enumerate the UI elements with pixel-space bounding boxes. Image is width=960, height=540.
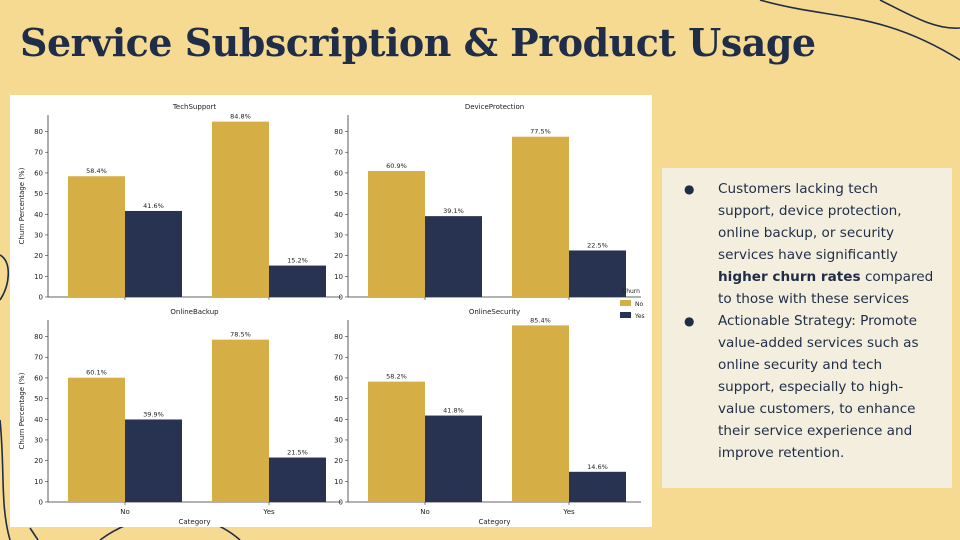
bar: [512, 325, 569, 502]
y-tick-label: 80: [334, 333, 343, 341]
y-tick-label: 60: [334, 374, 343, 382]
notes-box: Customers lacking tech support, device p…: [662, 168, 952, 488]
data-label: 21.5%: [287, 449, 308, 457]
y-tick-label: 20: [334, 252, 343, 260]
churn-chart: TechSupport 0 10 20 30 40 50 60 70 80 58.4% 84.8% 41…: [18, 103, 645, 526]
bar: [269, 457, 326, 502]
x-tick-label: No: [120, 508, 130, 516]
y-tick-label: 0: [39, 294, 43, 302]
y-tick-label: 70: [334, 149, 343, 157]
y-tick-label: 20: [34, 457, 43, 465]
legend-title: Churn: [622, 288, 640, 295]
y-tick-label: 10: [34, 478, 43, 486]
bar: [212, 121, 269, 297]
y-tick-label: 60: [334, 169, 343, 177]
bar: [425, 415, 482, 502]
data-label: 14.6%: [587, 463, 608, 471]
data-label: 41.8%: [443, 407, 464, 415]
data-label: 39.1%: [443, 207, 464, 215]
y-tick-label: 50: [334, 395, 343, 403]
page-title: Service Subscription & Product Usage: [20, 20, 816, 65]
x-tick-label: No: [420, 508, 430, 516]
y-tick-label: 10: [334, 273, 343, 281]
note-bullet-1: Customers lacking tech support, device p…: [684, 178, 938, 310]
y-axis-label: Churn Percentage (%): [18, 372, 26, 449]
data-label: 15.2%: [287, 257, 308, 265]
y-tick-label: 40: [34, 416, 43, 424]
y-tick-label: 30: [334, 231, 343, 239]
x-axis-label: Category: [479, 518, 511, 526]
data-label: 78.5%: [230, 331, 251, 339]
data-label: 41.6%: [143, 202, 164, 210]
bar: [368, 171, 425, 297]
bar: [125, 419, 182, 502]
left-curve: [0, 254, 10, 301]
y-tick-label: 40: [34, 211, 43, 219]
data-label: 58.2%: [386, 373, 407, 381]
y-tick-label: 70: [334, 354, 343, 362]
y-tick-label: 0: [339, 294, 343, 302]
y-tick-label: 10: [334, 478, 343, 486]
panel-title: DeviceProtection: [465, 103, 524, 111]
legend-swatch: [620, 300, 631, 306]
legend-swatch: [620, 312, 631, 318]
y-tick-label: 60: [34, 169, 43, 177]
top-right-curve-2: [879, 0, 960, 29]
bar: [269, 265, 326, 297]
data-label: 60.1%: [86, 369, 107, 377]
panel-title: OnlineSecurity: [469, 308, 520, 316]
legend-label: No: [635, 301, 643, 308]
bar: [425, 216, 482, 297]
y-tick-label: 0: [39, 499, 43, 507]
legend-label: Yes: [634, 313, 645, 320]
bar: [68, 176, 125, 297]
data-label: 77.5%: [530, 128, 551, 136]
notes-list: Customers lacking tech support, device p…: [684, 178, 938, 464]
data-label: 22.5%: [587, 241, 608, 249]
y-tick-label: 80: [34, 333, 43, 341]
bottom-left-curve: [0, 419, 11, 540]
data-label: 39.9%: [143, 410, 164, 418]
y-tick-label: 50: [334, 190, 343, 198]
data-label: 58.4%: [86, 167, 107, 175]
y-tick-label: 30: [334, 436, 343, 444]
y-tick-label: 50: [34, 190, 43, 198]
y-tick-label: 40: [334, 211, 343, 219]
chart-panel: TechSupport 0 10 20 30 40 50 60 70 80 58.4% 84.8% 41…: [10, 95, 652, 527]
panel-title: TechSupport: [172, 103, 217, 111]
y-tick-label: 80: [34, 128, 43, 136]
y-tick-label: 70: [34, 354, 43, 362]
y-tick-label: 30: [34, 231, 43, 239]
y-tick-label: 40: [334, 416, 343, 424]
x-tick-label: Yes: [562, 508, 575, 516]
note1-emphasis: higher churn rates: [718, 269, 861, 285]
y-tick-label: 70: [34, 149, 43, 157]
y-tick-label: 50: [34, 395, 43, 403]
bar: [212, 339, 269, 502]
y-tick-label: 80: [334, 128, 343, 136]
note1-text-b: compared to those with these services: [718, 269, 934, 307]
x-tick-label: Yes: [262, 508, 275, 516]
bar: [368, 381, 425, 502]
data-label: 85.4%: [530, 316, 551, 324]
y-axis-label: Churn Percentage (%): [18, 167, 26, 244]
y-tick-label: 30: [34, 436, 43, 444]
bar: [512, 136, 569, 297]
x-axis-label: Category: [179, 518, 211, 526]
bottom-left-curve-2: [29, 527, 39, 540]
data-label: 84.8%: [230, 113, 251, 121]
y-tick-label: 20: [34, 252, 43, 260]
y-tick-label: 20: [334, 457, 343, 465]
bar: [68, 377, 125, 502]
bar: [569, 250, 626, 297]
bar: [569, 471, 626, 502]
y-tick-label: 60: [34, 374, 43, 382]
note1-text-a: Customers lacking tech support, device p…: [718, 181, 902, 263]
bar: [125, 210, 182, 297]
data-label: 60.9%: [386, 162, 407, 170]
y-tick-label: 0: [339, 499, 343, 507]
note-bullet-2: Actionable Strategy: Promote value-added…: [684, 310, 938, 464]
panel-title: OnlineBackup: [170, 308, 219, 316]
y-tick-label: 10: [34, 273, 43, 281]
